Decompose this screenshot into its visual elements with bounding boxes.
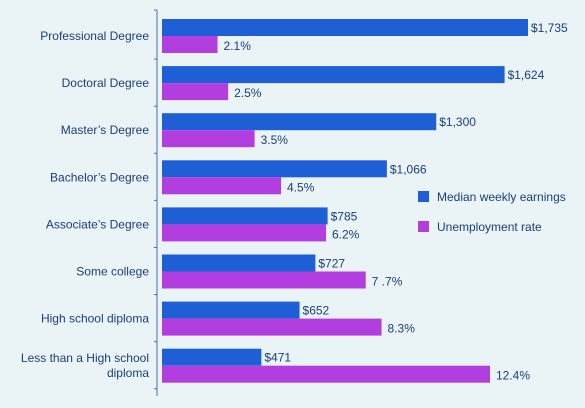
unemployment-value-label: 2.5% (234, 86, 262, 100)
category-label: High school diploma (41, 312, 149, 326)
category-label: Master’s Degree (61, 123, 150, 137)
earnings-bar (162, 207, 328, 225)
unemployment-value-label: 8.3% (388, 322, 416, 336)
earnings-value-label: $727 (318, 257, 345, 271)
earnings-bar (162, 254, 316, 272)
category-label: diploma (107, 366, 149, 380)
earnings-value-label: $1,624 (508, 68, 545, 82)
category-label: Professional Degree (40, 29, 149, 43)
legend-swatch (418, 221, 429, 232)
category-label: Associate’s Degree (46, 217, 149, 231)
earnings-value-label: $652 (303, 304, 330, 318)
earnings-value-label: $471 (264, 351, 291, 365)
unemployment-bar (162, 177, 282, 195)
unemployment-value-label: 4.5% (287, 180, 315, 194)
category-label: Some college (76, 265, 149, 279)
unemployment-bar (162, 36, 218, 53)
legend-label: Unemployment rate (437, 220, 542, 234)
category-label: Doctoral Degree (62, 76, 150, 90)
unemployment-bar (162, 224, 326, 242)
unemployment-bar (162, 365, 490, 383)
category-label: Less than a High school (21, 351, 149, 365)
unemployment-bar (162, 83, 229, 101)
earnings-bar (162, 301, 300, 319)
legend-swatch (418, 191, 429, 202)
category-axis: Professional Degree Doctoral Degree Master… (21, 9, 158, 396)
unemployment-bar (162, 318, 382, 336)
unemployment-value-label: 7 .7% (372, 275, 403, 289)
earnings-bar (162, 160, 387, 178)
earnings-value-label: $785 (331, 209, 358, 223)
earnings-bar (162, 19, 528, 36)
earnings-bar (162, 66, 505, 84)
earnings-value-label: $1,066 (390, 162, 427, 176)
unemployment-value-label: 6.2% (332, 227, 360, 241)
unemployment-value-label: 12.4% (496, 369, 530, 383)
earnings-bar (162, 113, 437, 131)
unemployment-bar (162, 271, 366, 289)
labels-group: $1,735 2.1% $1,624 2.5% $1,300 3.5% $1,066 4.5%… (224, 21, 568, 383)
legend: Median weekly earnings Unemployment rate (418, 190, 566, 234)
legend-label: Median weekly earnings (437, 190, 566, 204)
earnings-value-label: $1,735 (531, 21, 568, 35)
earnings-value-label: $1,300 (439, 115, 476, 129)
unemployment-value-label: 3.5% (261, 133, 289, 147)
unemployment-value-label: 2.1% (224, 39, 252, 53)
unemployment-bar (162, 130, 255, 148)
earnings-bar (162, 348, 262, 366)
category-label: Bachelor’s Degree (50, 170, 149, 184)
bars-group (162, 19, 528, 383)
